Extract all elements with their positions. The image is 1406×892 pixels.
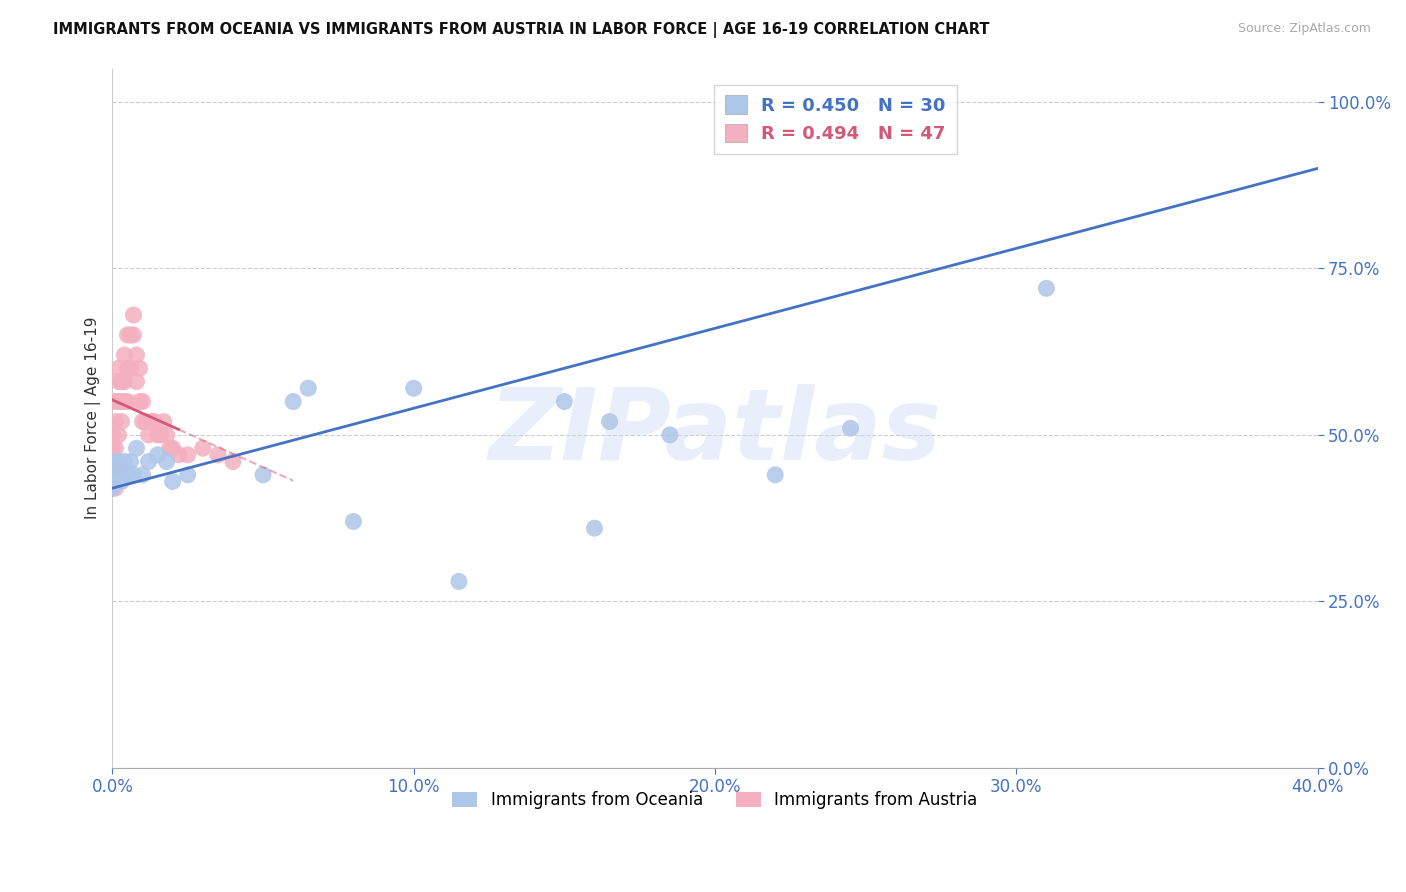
Point bbox=[101, 481, 124, 495]
Point bbox=[107, 428, 129, 442]
Point bbox=[114, 454, 136, 468]
Point bbox=[110, 475, 132, 489]
Point bbox=[658, 428, 681, 442]
Point bbox=[167, 448, 190, 462]
Point bbox=[207, 448, 229, 462]
Point bbox=[599, 415, 621, 429]
Point bbox=[101, 481, 124, 495]
Point bbox=[191, 441, 214, 455]
Legend: Immigrants from Oceania, Immigrants from Austria: Immigrants from Oceania, Immigrants from… bbox=[446, 784, 984, 815]
Point bbox=[146, 428, 169, 442]
Point bbox=[252, 467, 274, 482]
Point bbox=[125, 375, 148, 389]
Point bbox=[104, 441, 127, 455]
Text: IMMIGRANTS FROM OCEANIA VS IMMIGRANTS FROM AUSTRIA IN LABOR FORCE | AGE 16-19 CO: IMMIGRANTS FROM OCEANIA VS IMMIGRANTS FR… bbox=[53, 22, 990, 38]
Point bbox=[583, 521, 606, 535]
Point bbox=[104, 454, 127, 468]
Point bbox=[141, 415, 163, 429]
Point bbox=[447, 574, 470, 589]
Point bbox=[114, 375, 136, 389]
Point bbox=[110, 375, 132, 389]
Point bbox=[101, 428, 124, 442]
Y-axis label: In Labor Force | Age 16-19: In Labor Force | Age 16-19 bbox=[86, 317, 101, 519]
Point bbox=[128, 394, 150, 409]
Point bbox=[107, 394, 129, 409]
Point bbox=[156, 454, 179, 468]
Point bbox=[104, 415, 127, 429]
Point bbox=[177, 448, 200, 462]
Point bbox=[110, 415, 132, 429]
Point bbox=[1035, 281, 1057, 295]
Point bbox=[117, 467, 139, 482]
Point bbox=[297, 381, 319, 395]
Point bbox=[131, 415, 153, 429]
Point bbox=[104, 461, 127, 475]
Point bbox=[283, 394, 305, 409]
Point bbox=[114, 348, 136, 362]
Point bbox=[122, 328, 145, 343]
Point bbox=[104, 467, 127, 482]
Point bbox=[149, 428, 172, 442]
Point bbox=[156, 428, 179, 442]
Point bbox=[107, 467, 129, 482]
Point bbox=[114, 394, 136, 409]
Text: Source: ZipAtlas.com: Source: ZipAtlas.com bbox=[1237, 22, 1371, 36]
Point bbox=[104, 394, 127, 409]
Point bbox=[342, 515, 364, 529]
Point bbox=[135, 415, 157, 429]
Point bbox=[125, 348, 148, 362]
Point bbox=[117, 361, 139, 376]
Point bbox=[177, 467, 200, 482]
Point bbox=[222, 454, 245, 468]
Point bbox=[146, 448, 169, 462]
Point bbox=[162, 441, 184, 455]
Point bbox=[131, 467, 153, 482]
Point bbox=[839, 421, 862, 435]
Point bbox=[159, 441, 181, 455]
Point bbox=[162, 475, 184, 489]
Point bbox=[101, 441, 124, 455]
Point bbox=[128, 361, 150, 376]
Point bbox=[125, 441, 148, 455]
Point bbox=[120, 454, 142, 468]
Point bbox=[143, 415, 166, 429]
Point bbox=[120, 328, 142, 343]
Point bbox=[138, 428, 160, 442]
Point bbox=[107, 361, 129, 376]
Point bbox=[122, 467, 145, 482]
Point bbox=[104, 481, 127, 495]
Point bbox=[553, 394, 575, 409]
Point bbox=[138, 454, 160, 468]
Point bbox=[107, 454, 129, 468]
Point bbox=[152, 415, 174, 429]
Point bbox=[110, 394, 132, 409]
Point bbox=[117, 394, 139, 409]
Point bbox=[101, 461, 124, 475]
Point bbox=[131, 394, 153, 409]
Point bbox=[763, 467, 786, 482]
Point bbox=[122, 308, 145, 322]
Text: ZIPatlas: ZIPatlas bbox=[488, 384, 942, 481]
Point bbox=[120, 361, 142, 376]
Point bbox=[117, 328, 139, 343]
Point bbox=[107, 375, 129, 389]
Point bbox=[402, 381, 425, 395]
